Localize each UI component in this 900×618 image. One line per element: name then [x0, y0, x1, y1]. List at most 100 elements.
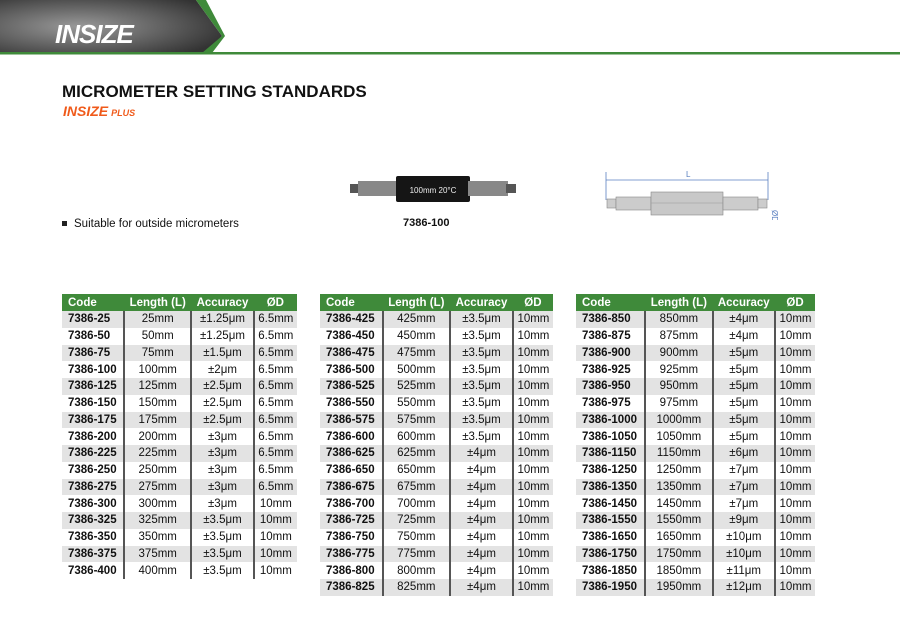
diameter-cell: 10mm [511, 311, 553, 328]
accuracy-cell: ±2.5μm [190, 411, 254, 429]
diameter-cell: 6.5mm [252, 445, 297, 462]
accuracy-cell: ±3.5μm [449, 344, 513, 362]
code-cell: 7386-1550 [576, 512, 646, 529]
accuracy-cell: ±4μm [449, 512, 513, 529]
code-cell: 7386-1850 [582, 564, 637, 577]
table-row: 7386-1550 1550mm ±9μm 10mm [576, 512, 815, 529]
table-row: 7386-975 975mm ±5μm 10mm [576, 394, 815, 412]
length-cell: 225mm [123, 445, 192, 462]
insize-plus-logo: INSIZE PLUS [63, 103, 136, 119]
accuracy-cell: ±3.5μm [190, 545, 254, 563]
column-header: Code [320, 294, 383, 311]
code-cell: 7386-175 [62, 411, 125, 429]
accuracy-cell: ±3.5μm [449, 327, 513, 345]
table-row: 7386-625 625mm ±4μm 10mm [320, 445, 553, 462]
insize-logo: INSIZE [55, 19, 134, 49]
diameter-cell: 10mm [511, 512, 553, 529]
code-cell: 7386-825 [320, 579, 383, 596]
accuracy-cell: ±3μm [190, 445, 254, 462]
length-cell: 325mm [123, 512, 192, 529]
table-row: 7386-250 250mm ±3μm 6.5mm [62, 461, 297, 479]
length-cell: 800mm [381, 562, 451, 579]
table-row: 7386-500 500mm ±3.5μm 10mm [320, 361, 553, 378]
svg-text:L: L [686, 170, 691, 179]
length-cell: 875mm [644, 327, 713, 345]
code-cell: 7386-375 [62, 545, 125, 563]
diameter-cell: 10mm [252, 545, 297, 563]
accuracy-cell: ±3.5μm [449, 428, 513, 445]
table-row: 7386-450 450mm ±3.5μm 10mm [320, 327, 553, 345]
accuracy-cell: ±1.25μm [190, 327, 254, 345]
table-row: 7386-200 200mm ±3μm 6.5mm [62, 428, 297, 445]
diameter-cell: 10mm [252, 495, 297, 512]
table-row: 7386-275 275mm ±3μm 6.5mm [62, 478, 297, 496]
length-cell: 200mm [123, 428, 192, 445]
table-row: 7386-25 25mm ±1.25μm 6.5mm [62, 311, 297, 328]
table-header-row: Code Length (L) Accuracy ØD [62, 294, 297, 311]
length-cell: 50mm [123, 327, 192, 345]
length-cell: 775mm [381, 545, 451, 563]
table-row: 7386-1950 1950mm ±12μm 10mm [576, 579, 815, 596]
table-row: 7386-600 600mm ±3.5μm 10mm [320, 428, 553, 445]
code-cell: 7386-775 [320, 545, 383, 563]
header-banner: INSIZE [0, 0, 900, 55]
length-cell: 925mm [644, 361, 713, 378]
diameter-cell: 6.5mm [252, 344, 297, 362]
length-cell: 175mm [123, 411, 192, 429]
code-cell: 7386-625 [320, 445, 383, 462]
length-cell: 250mm [123, 461, 192, 479]
accuracy-cell: ±2.5μm [190, 394, 254, 412]
code-cell: 7386-875 [582, 330, 631, 343]
accuracy-cell: ±4μm [449, 461, 513, 479]
length-cell: 1050mm [644, 428, 713, 445]
code-cell: 7386-1950 [576, 579, 646, 596]
code-cell: 7386-1150 [576, 445, 646, 462]
diameter-cell: 10mm [511, 394, 553, 412]
code-cell: 7386-1050 [582, 430, 637, 443]
bullet-icon [62, 221, 67, 227]
spec-table-3: Code Length (L) Accuracy ØD 7386-850 850mm ±4μ… [576, 294, 815, 596]
column-header: Length (L) [382, 294, 451, 311]
length-cell: 550mm [381, 394, 451, 412]
accuracy-cell: ±11μm [711, 562, 776, 579]
diameter-cell: 10mm [774, 478, 815, 496]
accuracy-cell: ±3μm [190, 495, 254, 512]
accuracy-cell: ±4μm [711, 311, 776, 328]
length-cell: 1150mm [644, 445, 713, 462]
length-cell: 75mm [123, 344, 192, 362]
table-row: 7386-1450 1450mm ±7μm 10mm [576, 495, 815, 512]
accuracy-cell: ±1.25μm [190, 311, 254, 328]
length-cell: 1450mm [644, 495, 713, 512]
accuracy-cell: ±3.5μm [449, 311, 513, 328]
diameter-cell: 10mm [774, 579, 815, 596]
table-row: 7386-375 375mm ±3.5μm 10mm [62, 545, 297, 563]
length-cell: 1750mm [644, 545, 713, 563]
length-cell: 850mm [644, 311, 713, 328]
accuracy-cell: ±12μm [711, 579, 776, 596]
diameter-cell: 10mm [774, 394, 815, 412]
length-cell: 1650mm [644, 528, 713, 546]
diameter-cell: 10mm [511, 545, 553, 563]
accuracy-cell: ±4μm [449, 545, 513, 563]
accuracy-cell: ±5μm [711, 428, 776, 445]
table-row: 7386-775 775mm ±4μm 10mm [320, 545, 553, 563]
column-header: ØD [775, 294, 815, 311]
accuracy-cell: ±3.5μm [449, 411, 513, 429]
diameter-cell: 10mm [511, 344, 553, 362]
code-cell: 7386-275 [62, 478, 125, 496]
diameter-cell: 10mm [511, 428, 553, 445]
table-row: 7386-75 75mm ±1.5μm 6.5mm [62, 344, 297, 362]
diameter-cell: 10mm [774, 461, 815, 479]
accuracy-cell: ±4μm [449, 495, 513, 512]
diameter-cell: 10mm [774, 327, 815, 345]
code-cell: 7386-750 [326, 531, 375, 544]
product-caption: 7386-100 [403, 217, 450, 229]
length-cell: 1850mm [644, 562, 713, 579]
table-row: 7386-50 50mm ±1.25μm 6.5mm [62, 327, 297, 345]
accuracy-cell: ±3μm [190, 478, 254, 496]
code-cell: 7386-850 [576, 311, 646, 328]
accuracy-cell: ±7μm [711, 461, 776, 479]
column-header: Accuracy [712, 294, 776, 311]
accuracy-cell: ±3.5μm [449, 378, 513, 395]
accuracy-cell: ±4μm [449, 478, 513, 496]
